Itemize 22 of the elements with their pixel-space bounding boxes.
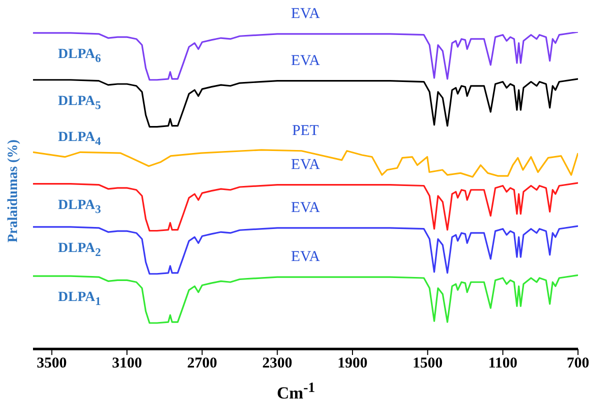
- series-label: DLPA$_{2}$: [58, 240, 101, 259]
- series-label: DLPA$_{4}$: [58, 130, 101, 148]
- series-label: DLPA$_{3}$: [58, 198, 101, 216]
- x-tick-label: 3100: [112, 356, 142, 372]
- x-tick-label: 2700: [187, 356, 218, 372]
- x-tick-label: 1100: [488, 356, 518, 372]
- annotation: EVA: [290, 249, 321, 266]
- series-label: DLPA$_{1}$: [58, 290, 101, 308]
- annotation: EVA: [290, 52, 321, 70]
- x-tick-label: 1900: [337, 356, 368, 372]
- annotation: EVA: [290, 200, 321, 217]
- annotation: EVA: [290, 156, 321, 174]
- x-tick-label: 700: [566, 356, 590, 372]
- series-label: DLPA$_{5}$: [58, 94, 101, 112]
- series-label: DLPA$_{6}$: [58, 46, 101, 65]
- text: EVA: [290, 6, 321, 23]
- x-tick-label: 1500: [412, 356, 443, 372]
- x-tick-label: 3500: [36, 356, 67, 372]
- x-tick-label: 2300: [262, 356, 292, 372]
- x-axis-title: Cm$^{-1}$: [276, 380, 316, 404]
- y-axis-title: Pralaidumas (%): [6, 138, 22, 242]
- annotation: PET: [291, 122, 320, 140]
